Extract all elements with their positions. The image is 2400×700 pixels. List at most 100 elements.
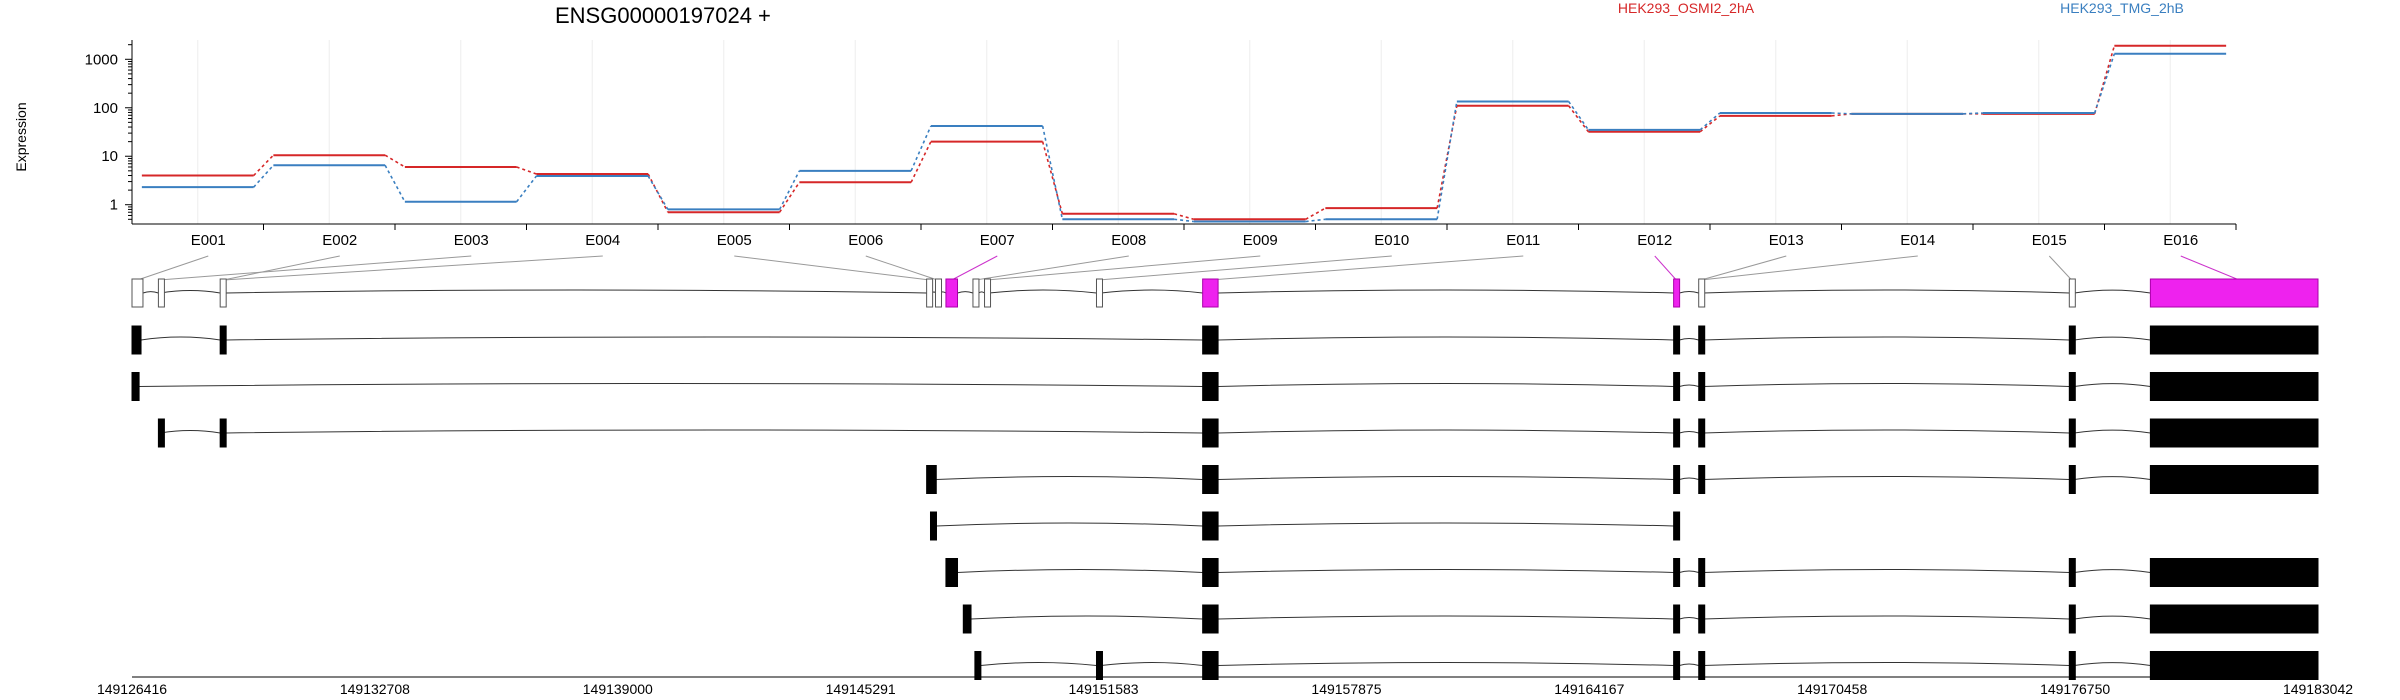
exon-block [2068,604,2076,634]
exon-link [2048,255,2072,281]
exon-tick-label: E005 [717,232,752,249]
intron-line [225,336,1203,341]
intron-line [1703,476,2070,480]
exon-block [2068,278,2076,308]
exon-tick-label: E007 [980,232,1015,249]
intron-line [1703,615,2070,620]
exon-block [1698,278,1706,308]
exon-link [1654,255,1677,281]
exon-block [1673,372,1681,401]
series-connector [253,164,274,188]
coord-tick-label: 149170458 [1797,681,1867,697]
intron-line [1218,289,1674,294]
exon-block [2149,604,2319,634]
intron-line [2074,383,2151,387]
intron-line [1679,291,1699,294]
intron-line [1218,615,1674,620]
genomic-coordinate-axis: 149126416 149132708 149139000 149145291 1491… [97,676,2353,697]
exon-link [975,255,1129,281]
exon-block [2149,418,2319,448]
intron-line [980,662,1097,666]
intron-line [970,615,1203,620]
intron-line [2074,615,2151,620]
intron-line [1218,383,1674,387]
exon-block [2068,465,2076,494]
series-1 [141,44,2227,221]
series-2 [141,52,2227,223]
exon-block [1673,418,1681,448]
exon-link [159,255,472,281]
series-connector [910,125,932,172]
exon-tick-label: E014 [1900,232,1935,249]
exon-block [2149,278,2319,308]
series-connector [1831,113,1852,117]
series-connector [1436,101,1458,220]
exon-block [1673,465,1681,494]
intron-line [978,291,985,294]
exon-tick-label: E009 [1243,232,1278,249]
exon-link [2180,255,2240,281]
intron-line [142,291,159,294]
exon-block [2068,651,2076,680]
series-connector [778,181,801,213]
series-connector [1305,207,1326,220]
series-connector [1699,115,1721,133]
series-connector [1041,141,1064,214]
exon-block [1673,511,1681,541]
exon-block [935,278,943,308]
exon-block [1698,651,1706,680]
exon-block [2149,651,2319,680]
intron-line [1703,383,2070,387]
exon-block [1202,558,1219,587]
gene-model-track [131,278,2319,308]
exon-block [1202,418,1219,448]
exon-link-lines [137,255,2240,281]
exon-block [945,278,959,308]
exon-link [223,255,340,281]
exon-block [1202,511,1219,541]
expression-series [141,44,2227,223]
exon-block [1673,651,1681,680]
intron-line [1679,617,1699,620]
exon-block [219,325,227,355]
chart-title: ENSG00000197024 + [555,3,771,28]
intron-line [2074,336,2151,341]
exon-link [223,255,603,281]
intron-line [160,430,221,434]
series-connector [1963,112,1983,115]
exon-block [1698,325,1706,355]
transcript-tracks [131,325,2319,680]
intron-line [160,290,221,294]
exon-block [972,278,980,308]
series-connector [2093,53,2116,114]
transcript-7 [962,604,2319,634]
series-connector [253,154,274,177]
intron-line [225,429,1203,434]
exon-link [137,255,209,281]
intron-line [2074,289,2151,294]
exon-tick-label: E011 [1506,232,1540,249]
series-connector [516,175,537,203]
intron-line [1679,384,1699,387]
y-tick-label: 100 [93,100,118,117]
intron-line [1101,662,1203,666]
series-connector [1568,105,1589,133]
series-connector [1173,213,1195,221]
exon-block [1202,278,1219,308]
exon-tick-label: E006 [848,232,883,249]
exon-block [974,651,982,680]
exon-link [1700,255,1787,281]
series-connector [1041,125,1064,220]
y-tick-label: 10 [101,148,118,165]
intron-line [1703,289,2070,294]
exon-axis: E001 E002 E003 E004 E005 E006 E007 E008 E009 E010… [132,223,2237,249]
intron-line [936,522,1203,527]
exon-link [951,255,998,281]
exon-tick-label: E002 [322,232,357,249]
intron-line [1703,336,2070,341]
exon-block [1698,558,1706,587]
intron-line [1679,338,1699,341]
exon-block [1673,604,1681,634]
exon-block [1673,325,1681,355]
